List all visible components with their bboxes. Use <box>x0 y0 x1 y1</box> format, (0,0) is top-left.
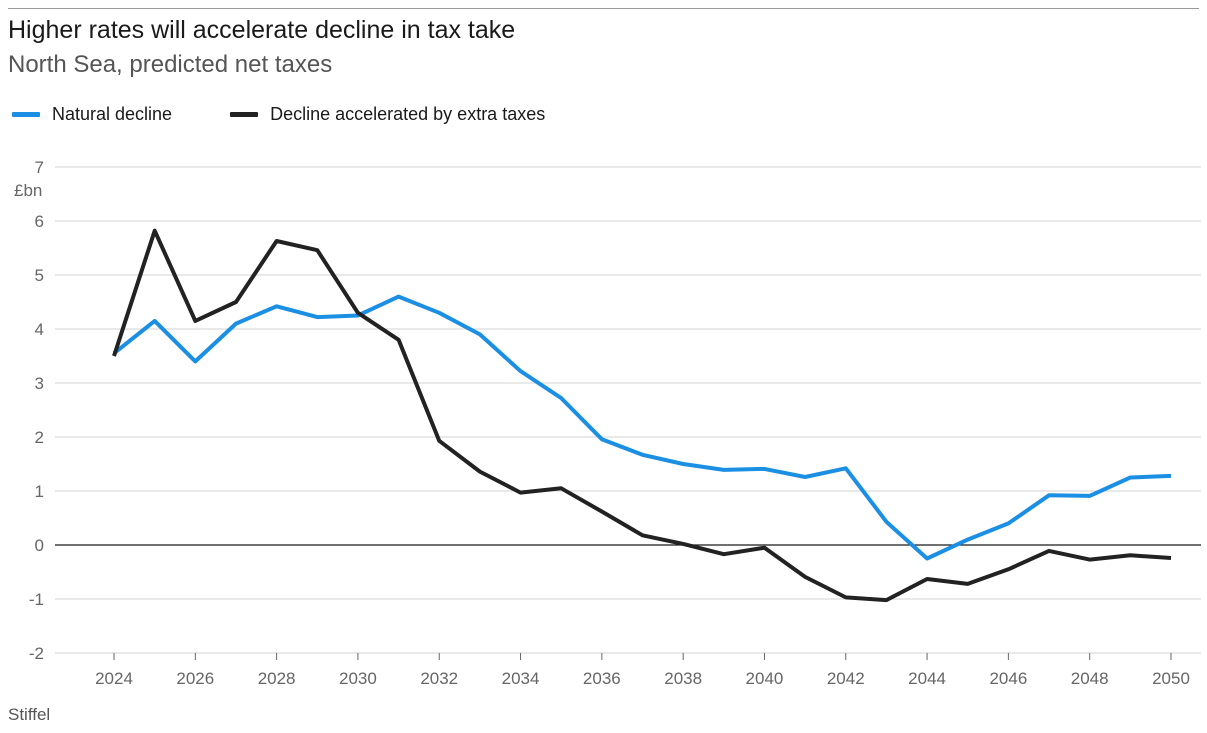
y-tick-label: -2 <box>29 644 44 663</box>
legend: Natural decline Decline accelerated by e… <box>12 102 603 126</box>
series-line-natural-decline <box>112 294 1172 561</box>
x-tick-label: 2034 <box>502 669 540 688</box>
legend-label-accelerated-decline: Decline accelerated by extra taxes <box>270 103 546 124</box>
x-tick-label: 2046 <box>989 669 1027 688</box>
x-tick-label: 2040 <box>746 669 784 688</box>
chart-subtitle: North Sea, predicted net taxes <box>8 51 333 78</box>
legend-swatch-accelerated-decline <box>230 111 259 117</box>
legend-item-accelerated-decline: Decline accelerated by extra taxes <box>230 104 545 125</box>
legend-item-natural-decline: Natural decline <box>12 104 172 125</box>
y-tick-label: 6 <box>35 212 44 231</box>
gridlines <box>55 166 1201 654</box>
x-tick-label: 2048 <box>1071 669 1109 688</box>
x-axis-ticks: 2024 2026 2028 2030 2032 2034 2036 2038 2040 2042… <box>95 653 1190 688</box>
x-tick-label: 2036 <box>583 669 621 688</box>
y-tick-label: 2 <box>35 428 44 447</box>
x-tick-label: 2042 <box>827 669 865 688</box>
series-lines <box>112 228 1172 603</box>
x-tick-label: 2044 <box>908 669 946 688</box>
chart-title: Higher rates will accelerate decline in … <box>8 16 516 44</box>
y-tick-label: 5 <box>35 266 44 285</box>
y-tick-label: 3 <box>35 374 44 393</box>
y-tick-label: -1 <box>29 590 44 609</box>
x-tick-label: 2050 <box>1152 669 1190 688</box>
x-tick-label: 2028 <box>258 669 296 688</box>
legend-label-natural-decline: Natural decline <box>52 103 173 124</box>
y-tick-label: 0 <box>35 536 44 555</box>
top-rule <box>8 8 1199 9</box>
x-tick-label: 2032 <box>420 669 458 688</box>
x-tick-label: 2038 <box>664 669 702 688</box>
x-tick-label: 2024 <box>95 669 133 688</box>
x-tick-label: 2026 <box>176 669 214 688</box>
series-line-accelerated-decline <box>112 228 1172 603</box>
y-axis-ticks: 7 6 5 4 3 2 1 0 -1 -2 <box>29 158 44 663</box>
y-tick-label: 4 <box>35 320 44 339</box>
source-note: Stiffel <box>8 705 51 724</box>
x-tick-label: 2030 <box>339 669 377 688</box>
y-tick-label: 1 <box>35 482 44 501</box>
legend-swatch-natural-decline <box>12 111 40 117</box>
y-axis-unit-label: £bn <box>14 181 42 200</box>
y-tick-label: 7 <box>35 158 44 177</box>
